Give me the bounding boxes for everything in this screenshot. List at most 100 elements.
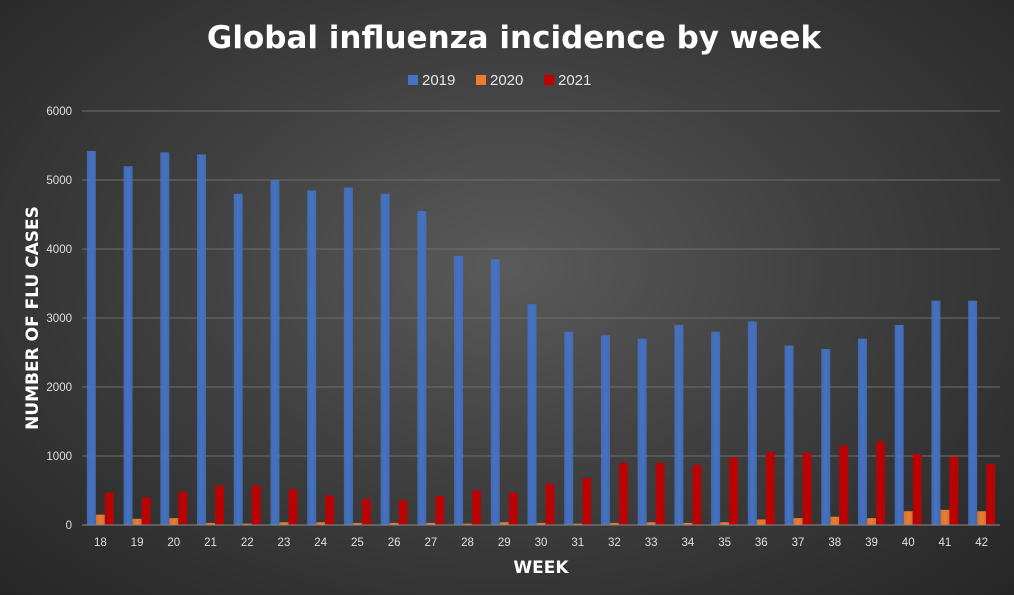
bar-2021-week-36 xyxy=(765,451,775,525)
bar-2019-week-22 xyxy=(233,193,243,526)
bar-2021-week-37 xyxy=(802,452,812,525)
bar-2019-week-31 xyxy=(564,331,574,525)
legend-label-2020: 2020 xyxy=(490,72,523,89)
bar-2021-week-29 xyxy=(508,492,518,525)
bar-2019-week-42 xyxy=(968,300,978,525)
bar-2020-week-27 xyxy=(426,522,436,525)
y-tick-label-6000: 6000 xyxy=(46,106,72,118)
legend-swatch-2020 xyxy=(476,75,486,85)
x-tick-label-38: 38 xyxy=(828,537,841,549)
bar-2020-week-26 xyxy=(389,522,399,525)
bar-2019-week-41 xyxy=(931,300,941,525)
bar-2020-week-18 xyxy=(95,514,105,525)
bar-2020-week-38 xyxy=(830,516,840,525)
x-tick-label-33: 33 xyxy=(645,537,658,549)
bar-2019-week-29 xyxy=(490,259,500,525)
x-tick-label-21: 21 xyxy=(204,537,217,549)
bar-2020-week-35 xyxy=(720,522,730,525)
bar-2021-week-25 xyxy=(361,498,371,525)
bar-2020-week-40 xyxy=(903,511,913,525)
bar-2021-week-41 xyxy=(949,456,959,525)
x-tick-label-32: 32 xyxy=(608,537,621,549)
y-tick-label-2000: 2000 xyxy=(46,382,72,394)
bar-2021-week-39 xyxy=(875,441,885,525)
x-axis-ticks: 18 19 20 21 22 23 24 25 26 27 28 29 30 31 32 33 34 35 36 37… xyxy=(94,537,988,549)
bar-2021-week-40 xyxy=(912,453,922,525)
bar-2020-week-19 xyxy=(132,518,142,525)
bar-2019-week-34 xyxy=(674,324,684,525)
bar-2020-week-41 xyxy=(940,509,950,525)
x-tick-label-37: 37 xyxy=(792,537,805,549)
bar-2019-week-36 xyxy=(747,321,757,525)
bar-2021-week-28 xyxy=(472,490,482,525)
bar-2020-week-34 xyxy=(683,522,693,525)
x-tick-label-22: 22 xyxy=(241,537,254,549)
y-tick-label-5000: 5000 xyxy=(46,175,72,187)
y-tick-label-4000: 4000 xyxy=(46,244,72,256)
bar-2019-week-20 xyxy=(160,152,170,525)
bar-2019-week-33 xyxy=(637,338,647,525)
bar-2021-week-20 xyxy=(178,491,188,525)
bar-2021-week-35 xyxy=(729,457,739,525)
bar-2021-week-24 xyxy=(325,495,335,525)
series-2020 xyxy=(95,509,987,525)
x-tick-label-20: 20 xyxy=(167,537,180,549)
series-2021 xyxy=(104,441,996,525)
x-tick-label-39: 39 xyxy=(865,537,878,549)
bar-2021-week-30 xyxy=(545,483,555,525)
x-axis-title: WEEK xyxy=(513,558,569,578)
bar-2020-week-42 xyxy=(977,511,987,525)
bar-2020-week-36 xyxy=(756,519,766,525)
bar-2019-week-39 xyxy=(857,338,867,525)
x-tick-label-25: 25 xyxy=(351,537,364,549)
x-tick-label-42: 42 xyxy=(975,537,988,549)
y-axis-title: NUMBER OF FLU CASES xyxy=(23,206,43,430)
bar-2021-week-23 xyxy=(288,489,298,525)
bar-2019-week-32 xyxy=(600,335,610,525)
bar-2020-week-20 xyxy=(169,518,179,525)
bar-2019-week-35 xyxy=(711,331,721,525)
bar-2021-week-18 xyxy=(104,492,114,525)
bar-2020-week-23 xyxy=(279,522,289,525)
legend-swatch-2019 xyxy=(408,75,418,85)
legend: 2019 2020 2021 xyxy=(408,72,591,89)
legend-swatch-2021 xyxy=(544,75,554,85)
bar-2020-week-33 xyxy=(646,522,656,525)
bar-2019-week-26 xyxy=(380,193,390,526)
bar-2019-week-38 xyxy=(821,349,831,525)
bar-2019-week-27 xyxy=(417,211,427,526)
x-tick-label-27: 27 xyxy=(424,537,437,549)
x-tick-label-29: 29 xyxy=(498,537,511,549)
x-tick-label-35: 35 xyxy=(718,537,731,549)
bars xyxy=(86,151,996,526)
bar-2019-week-21 xyxy=(197,154,207,525)
y-axis-ticks: 0 1000 2000 3000 4000 5000 6000 xyxy=(46,106,72,532)
x-tick-label-23: 23 xyxy=(278,537,291,549)
bar-2020-week-24 xyxy=(316,522,326,525)
bar-2019-week-23 xyxy=(270,180,280,525)
bar-2019-week-24 xyxy=(307,190,317,525)
bar-2021-week-27 xyxy=(435,496,445,525)
bar-2021-week-21 xyxy=(215,485,225,525)
y-tick-label-1000: 1000 xyxy=(46,451,72,463)
bar-2019-week-40 xyxy=(894,324,904,525)
x-tick-label-34: 34 xyxy=(681,537,694,549)
x-tick-label-18: 18 xyxy=(94,537,107,549)
bar-2020-week-22 xyxy=(242,523,252,525)
bar-2020-week-39 xyxy=(866,518,876,525)
bar-2019-week-28 xyxy=(454,255,464,525)
legend-label-2021: 2021 xyxy=(558,72,591,89)
bar-2021-week-31 xyxy=(582,478,592,525)
x-tick-label-19: 19 xyxy=(131,537,144,549)
x-tick-label-40: 40 xyxy=(902,537,915,549)
y-tick-label-0: 0 xyxy=(66,520,72,532)
bar-2020-week-30 xyxy=(536,522,546,525)
bar-2020-week-28 xyxy=(463,523,473,525)
x-tick-label-26: 26 xyxy=(388,537,401,549)
x-tick-label-41: 41 xyxy=(939,537,952,549)
bar-2021-week-32 xyxy=(618,462,628,525)
bar-2020-week-29 xyxy=(499,522,509,525)
x-tick-label-28: 28 xyxy=(461,537,474,549)
bar-2019-week-18 xyxy=(86,151,96,525)
